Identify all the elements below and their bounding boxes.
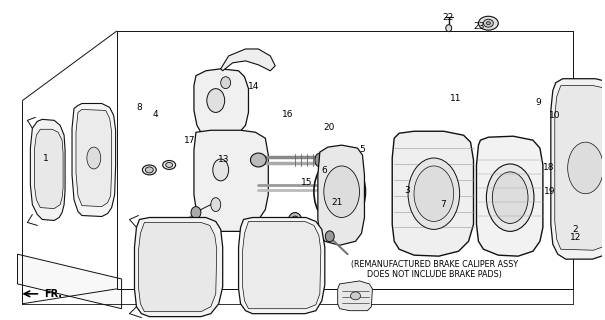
Polygon shape	[194, 69, 249, 138]
Polygon shape	[238, 218, 325, 314]
Polygon shape	[72, 103, 116, 217]
Ellipse shape	[350, 292, 361, 300]
Text: 7: 7	[440, 200, 446, 209]
Ellipse shape	[408, 158, 460, 229]
Ellipse shape	[325, 231, 334, 242]
Ellipse shape	[211, 198, 221, 212]
Ellipse shape	[87, 147, 101, 169]
Ellipse shape	[324, 166, 359, 218]
Text: 11: 11	[450, 94, 461, 103]
Polygon shape	[194, 130, 268, 231]
Text: 5: 5	[359, 145, 365, 154]
Text: 6: 6	[322, 166, 327, 175]
Text: 22: 22	[442, 13, 453, 22]
Text: 1: 1	[43, 154, 48, 163]
Polygon shape	[551, 79, 605, 259]
Ellipse shape	[414, 166, 454, 221]
Ellipse shape	[483, 19, 493, 27]
Text: 18: 18	[543, 164, 554, 172]
Text: FR.: FR.	[44, 289, 62, 299]
Text: 16: 16	[282, 109, 293, 118]
Polygon shape	[392, 131, 474, 256]
Ellipse shape	[486, 22, 491, 25]
Ellipse shape	[323, 181, 337, 193]
Ellipse shape	[175, 221, 183, 231]
Text: 9: 9	[535, 99, 541, 108]
Polygon shape	[477, 136, 543, 256]
Text: 4: 4	[152, 109, 159, 118]
Ellipse shape	[207, 89, 224, 112]
Ellipse shape	[142, 165, 156, 175]
Text: 17: 17	[184, 136, 195, 146]
Text: (REMANUFACTURED BRAKE CALIPER ASSY
DOES NOT INCLUDE BRAKE PADS): (REMANUFACTURED BRAKE CALIPER ASSY DOES …	[351, 260, 518, 279]
Ellipse shape	[166, 163, 172, 167]
Polygon shape	[555, 86, 605, 250]
Polygon shape	[34, 129, 63, 209]
Text: 13: 13	[218, 156, 229, 164]
Text: 20: 20	[324, 123, 335, 132]
Text: 10: 10	[549, 111, 560, 120]
Ellipse shape	[319, 164, 361, 220]
Text: 8: 8	[137, 103, 142, 112]
Polygon shape	[76, 109, 112, 207]
Ellipse shape	[446, 25, 452, 32]
Ellipse shape	[193, 217, 201, 227]
Ellipse shape	[145, 167, 153, 173]
Text: 3: 3	[405, 186, 410, 195]
Ellipse shape	[479, 16, 499, 30]
Ellipse shape	[567, 142, 603, 194]
Polygon shape	[221, 49, 275, 71]
Text: 14: 14	[247, 82, 259, 91]
Ellipse shape	[486, 164, 534, 231]
Ellipse shape	[213, 159, 229, 181]
Text: 15: 15	[301, 178, 312, 187]
Text: 2: 2	[572, 225, 578, 234]
Polygon shape	[18, 254, 122, 309]
Ellipse shape	[250, 153, 266, 167]
Ellipse shape	[315, 153, 325, 167]
Polygon shape	[134, 218, 223, 316]
Polygon shape	[318, 145, 364, 245]
Ellipse shape	[492, 172, 528, 223]
Ellipse shape	[163, 161, 175, 169]
Ellipse shape	[221, 77, 231, 89]
Polygon shape	[30, 119, 65, 220]
Polygon shape	[139, 222, 217, 312]
Text: 21: 21	[332, 198, 343, 207]
Polygon shape	[243, 221, 321, 309]
Text: 19: 19	[544, 187, 556, 196]
Text: 23: 23	[474, 22, 485, 31]
Ellipse shape	[291, 216, 299, 227]
Polygon shape	[338, 281, 373, 311]
Ellipse shape	[191, 207, 201, 219]
Ellipse shape	[288, 212, 302, 230]
Text: 12: 12	[570, 233, 581, 242]
